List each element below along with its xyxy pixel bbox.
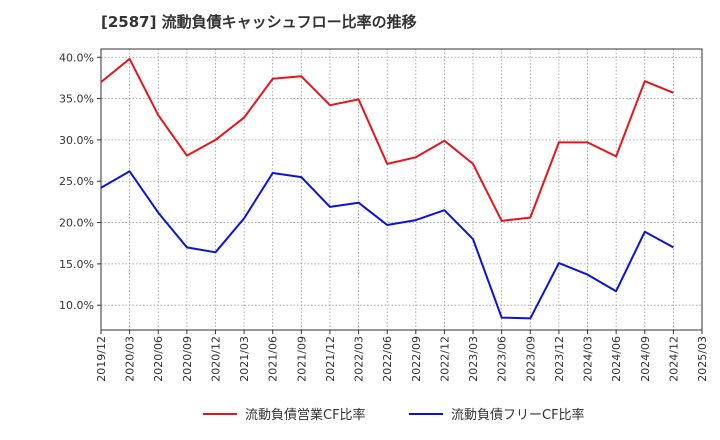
x-tick-label: 2021/03 (238, 336, 251, 382)
y-tick-label: 25.0% (59, 175, 94, 188)
x-tick-label: 2024/09 (639, 336, 652, 382)
x-tick-label: 2019/12 (95, 336, 108, 382)
x-tick-label: 2020/03 (124, 336, 137, 382)
x-tick-label: 2023/12 (553, 336, 566, 382)
y-tick-label: 15.0% (59, 258, 94, 271)
x-tick-label: 2023/06 (496, 336, 509, 382)
chart-title: [2587] 流動負債キャッシュフロー比率の推移 (101, 13, 417, 31)
x-tick-label: 2021/12 (324, 336, 337, 382)
x-tick-label: 2024/06 (610, 336, 623, 382)
y-tick-label: 20.0% (59, 217, 94, 230)
x-tick-label: 2023/03 (467, 336, 480, 382)
x-tick-label: 2025/03 (696, 336, 709, 382)
legend-swatch (203, 412, 237, 415)
x-tick-label: 2020/12 (209, 336, 222, 382)
y-tick-label: 35.0% (59, 93, 94, 106)
y-tick-label: 10.0% (59, 299, 94, 312)
x-tick-label: 2022/12 (438, 336, 451, 382)
x-tick-label: 2023/09 (524, 336, 537, 382)
legend-item-2: 流動負債フリーCF比率 (409, 404, 585, 423)
x-tick-label: 2020/09 (181, 336, 194, 382)
x-tick-label: 2022/03 (353, 336, 366, 382)
y-tick-label: 30.0% (59, 134, 94, 147)
chart-legend: 流動負債営業CF比率 流動負債フリーCF比率 (0, 404, 720, 428)
x-tick-label: 2020/06 (152, 336, 165, 382)
legend-label: 流動負債営業CF比率 (245, 408, 366, 423)
x-tick-label: 2024/03 (582, 336, 595, 382)
plot-frame (100, 48, 703, 331)
legend-swatch (409, 412, 443, 415)
legend-item-1: 流動負債営業CF比率 (203, 404, 366, 423)
x-tick-label: 2022/09 (410, 336, 423, 382)
x-tick-label: 2021/06 (267, 336, 280, 382)
x-tick-label: 2022/06 (381, 336, 394, 382)
y-tick-label: 40.0% (59, 51, 94, 64)
x-tick-label: 2021/09 (295, 336, 308, 382)
x-tick-label: 2024/12 (667, 336, 680, 382)
legend-label: 流動負債フリーCF比率 (451, 408, 585, 423)
